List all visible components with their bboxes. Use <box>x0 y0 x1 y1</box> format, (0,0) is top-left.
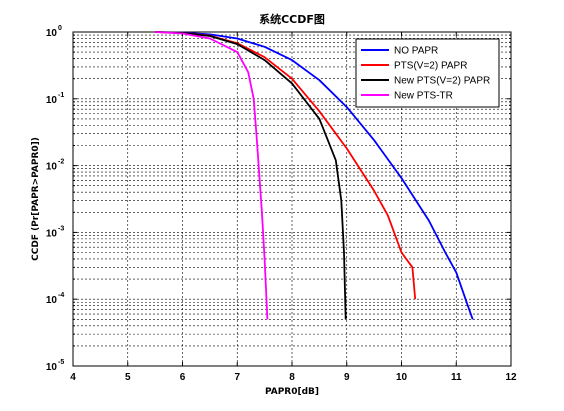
x-tick-label: 6 <box>180 372 186 383</box>
x-tick-labels: 4 5 6 7 8 9 10 11 12 <box>70 372 517 383</box>
legend-label: New PTS(V=2) PAPR <box>394 76 490 87</box>
x-tick-label: 12 <box>505 372 517 383</box>
x-tick-label: 11 <box>451 372 462 383</box>
x-tick-label: 5 <box>125 372 131 383</box>
legend: NO PAPR PTS(V=2) PAPR New PTS(V=2) PAPR New… <box>355 38 500 108</box>
y-tick-base: 10 <box>46 28 58 39</box>
x-tick-label: 7 <box>234 372 240 383</box>
y-tick-exponent: -3 <box>58 225 64 232</box>
y-tick-label: 10 0 <box>46 25 62 39</box>
y-tick-exponent: -2 <box>58 159 64 166</box>
axis-ticks <box>72 31 512 367</box>
y-tick-label: 10 -1 <box>46 92 64 106</box>
series-line-3 <box>155 31 347 320</box>
y-axis-label: CCDF (Pr[PAPR>PAPR0]) <box>31 137 41 261</box>
y-tick-label: 10 -3 <box>46 225 64 239</box>
y-tick-exponent: 0 <box>58 25 62 32</box>
series-line-4 <box>155 31 269 320</box>
chart-title: 系统CCDF图 <box>259 12 325 26</box>
x-tick-label: 10 <box>396 372 408 383</box>
y-tick-base: 10 <box>46 162 58 173</box>
x-tick-label: 8 <box>289 372 295 383</box>
y-tick-base: 10 <box>46 95 58 106</box>
legend-label: NO PAPR <box>394 46 438 57</box>
y-tick-base: 10 <box>46 295 58 306</box>
x-tick-label: 9 <box>344 372 350 383</box>
y-tick-base: 10 <box>46 362 58 373</box>
y-tick-base: 10 <box>46 228 58 239</box>
y-tick-label: 10 -2 <box>46 159 64 173</box>
y-tick-label: 10 -5 <box>46 359 64 373</box>
y-tick-label: 10 -4 <box>46 292 64 306</box>
x-tick-label: 4 <box>70 372 76 383</box>
legend-label: New PTS-TR <box>394 91 453 102</box>
y-tick-exponent: -1 <box>58 92 64 99</box>
series-line-1 <box>155 31 474 320</box>
y-tick-exponent: -5 <box>58 359 64 366</box>
legend-label: PTS(V=2) PAPR <box>394 61 467 72</box>
y-tick-exponent: -4 <box>58 292 64 299</box>
series-lines <box>155 31 474 320</box>
x-axis-label: PAPR0[dB] <box>265 387 319 397</box>
